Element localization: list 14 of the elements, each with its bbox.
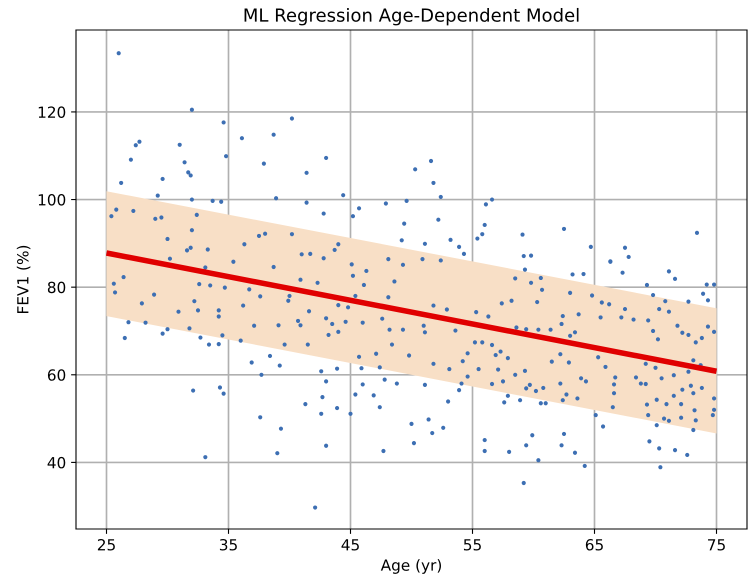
x-tick-label: 45 xyxy=(342,539,359,551)
y-axis-title: FEV1 (%) xyxy=(16,246,30,313)
y-tick-label: 40 xyxy=(48,456,66,468)
x-tick-label: 35 xyxy=(220,538,237,551)
x-tick-label: 25 xyxy=(98,538,115,551)
chart-title: ML Regression Age-Dependent Model xyxy=(244,8,578,26)
y-tick-label: 120 xyxy=(38,106,66,118)
y-tick-label: 80 xyxy=(48,282,66,294)
x-axis-title: Age (yr) xyxy=(380,559,442,574)
x-tick-label: 75 xyxy=(708,539,725,551)
x-tick-label: 65 xyxy=(586,538,603,551)
y-tick-label: 100 xyxy=(38,194,66,206)
x-tick-label: 55 xyxy=(464,539,481,551)
y-tick-label: 60 xyxy=(48,369,66,381)
